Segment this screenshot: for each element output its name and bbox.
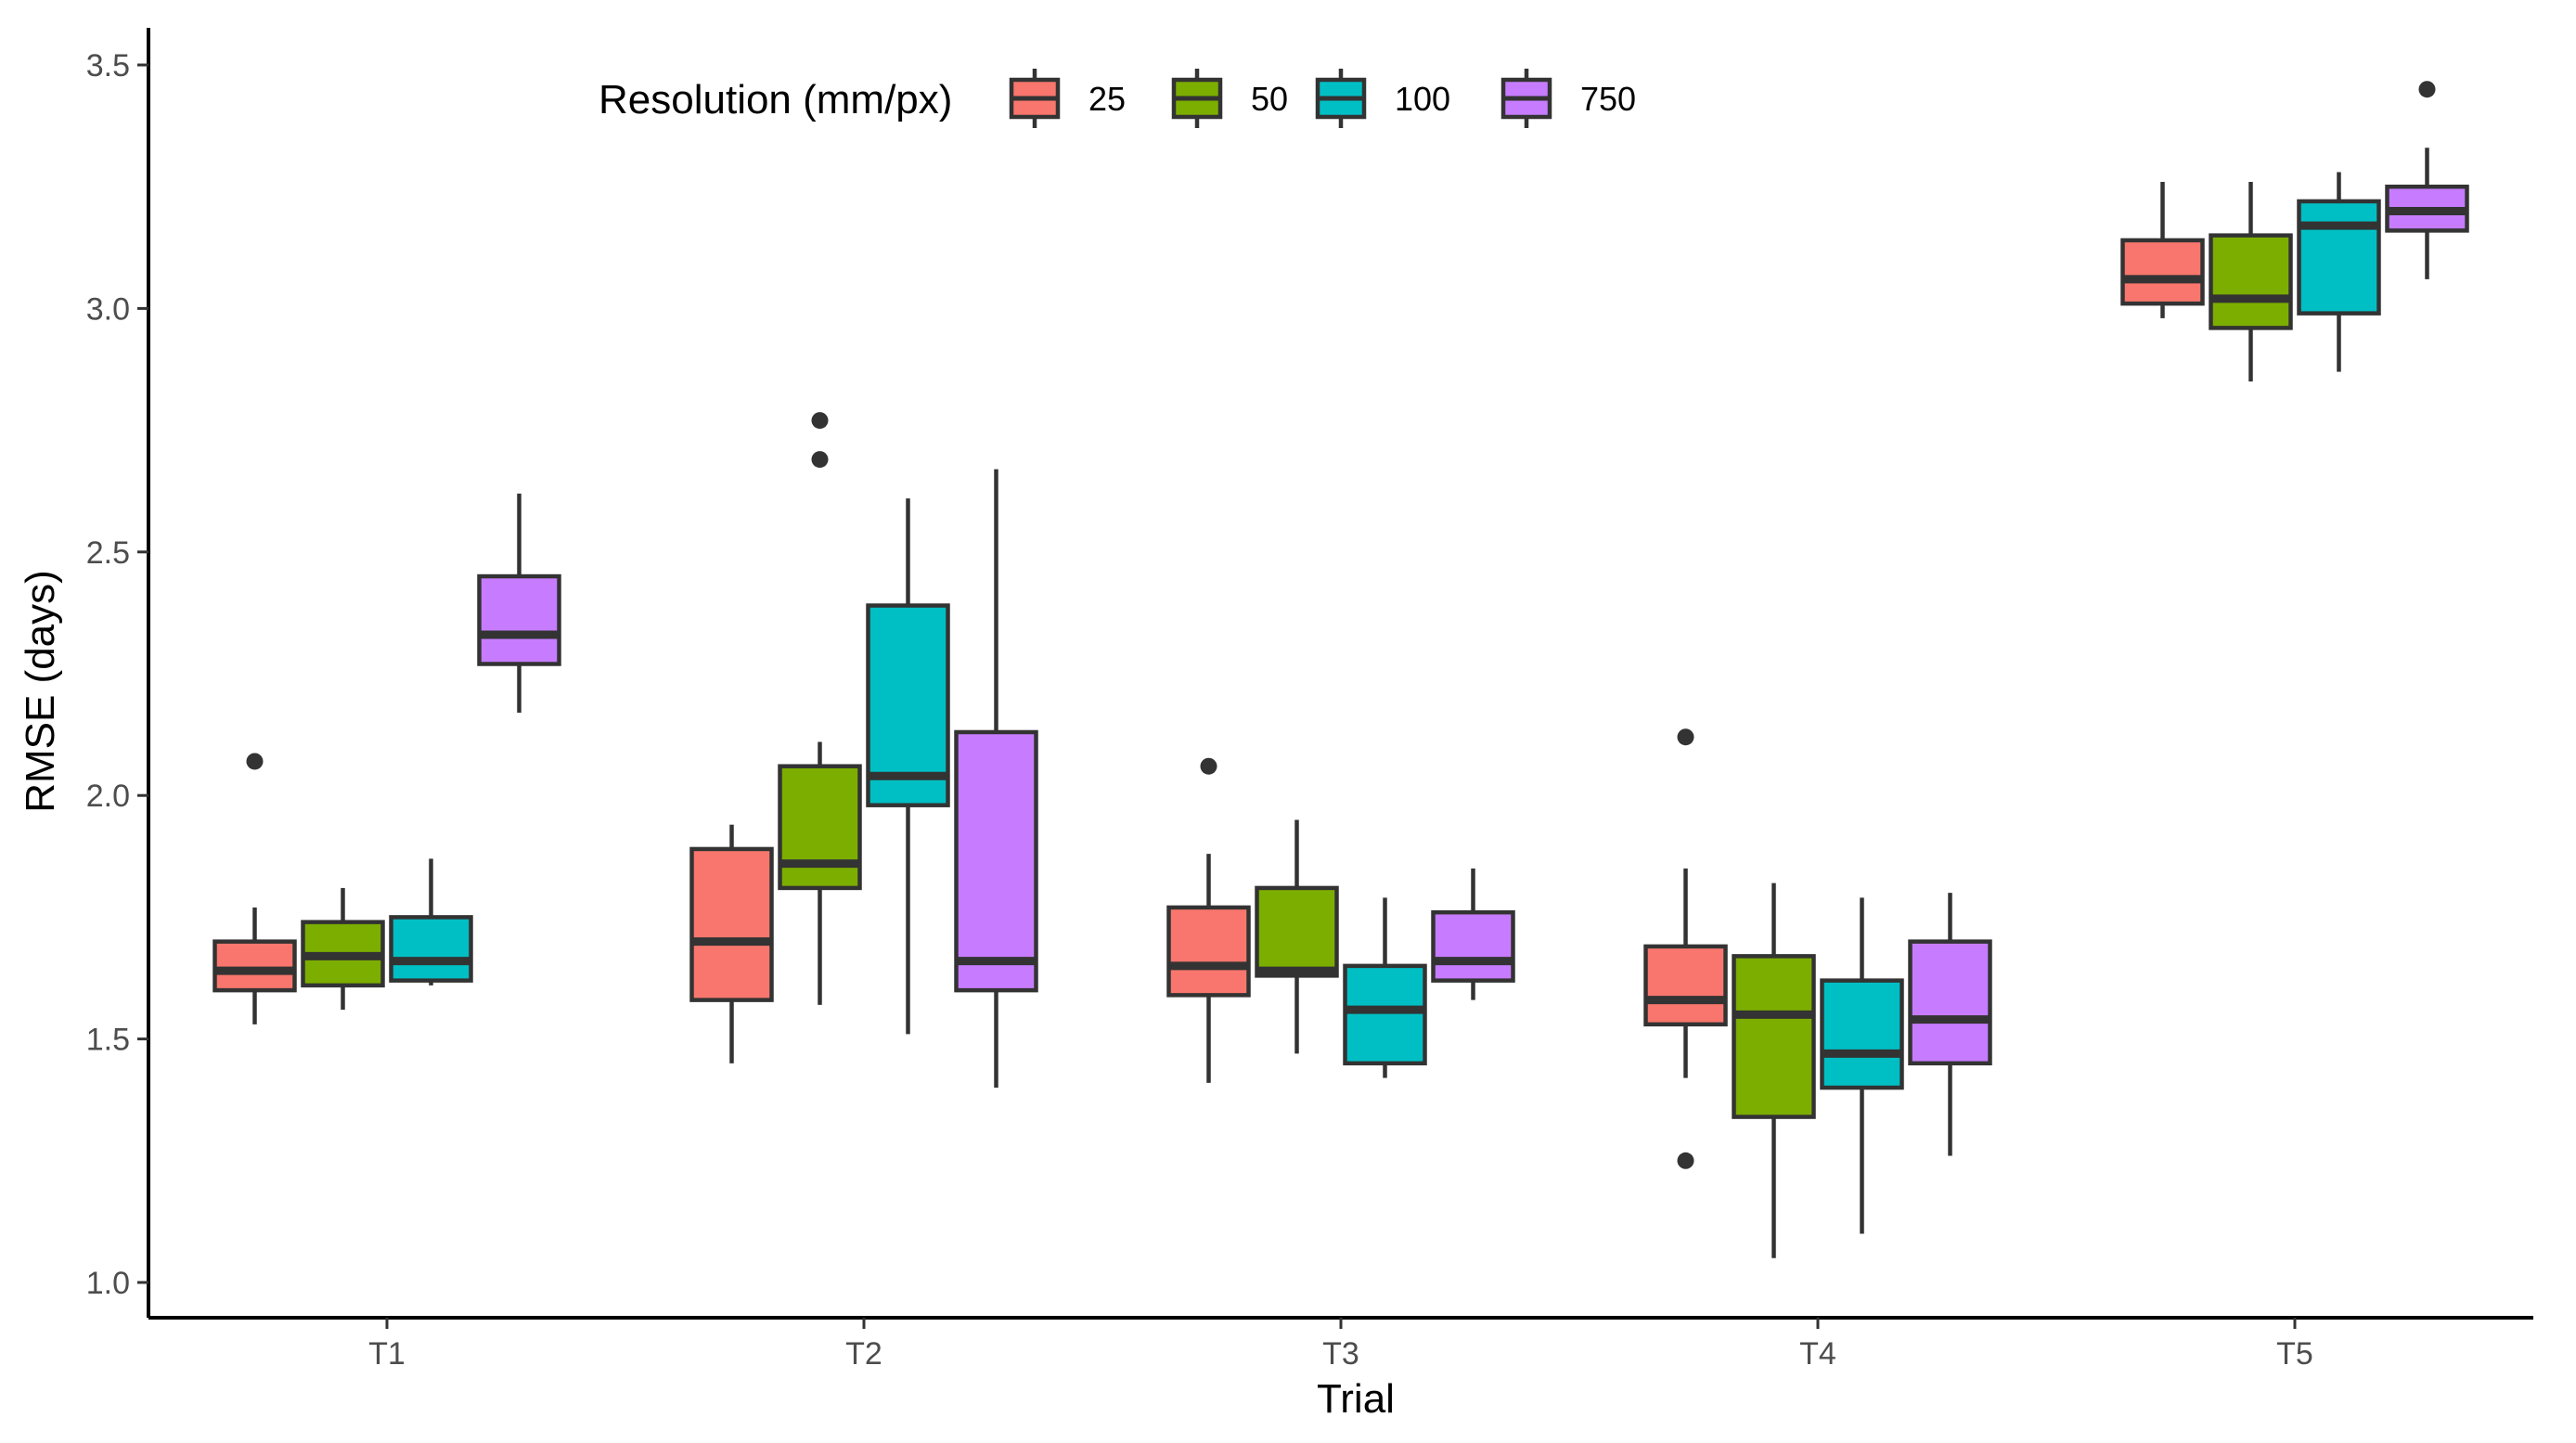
outlier-point — [811, 412, 829, 430]
box-group-t5-50 — [2209, 181, 2293, 382]
box — [1166, 905, 1251, 998]
x-tick-label-t2: T2 — [845, 1336, 882, 1372]
y-tick-label: 2.0 — [86, 779, 130, 814]
box — [2209, 233, 2293, 330]
box-group-t2-25 — [689, 824, 774, 1063]
legend-item-50: 50 — [1171, 69, 1288, 128]
box-group-t5-750 — [2385, 81, 2469, 279]
y-axis-title: RMSE (days) — [18, 570, 63, 813]
legend-item-750: 750 — [1501, 69, 1636, 128]
legend-label-25: 25 — [1088, 80, 1126, 118]
axes-layer: 1.0 1.5 2.0 2.5 3.0 3.5 T1 T2 T3 T4 T5 — [86, 28, 2533, 1372]
legend-label-50: 50 — [1251, 80, 1288, 118]
box-group-t1-25 — [213, 753, 297, 1024]
box — [213, 939, 297, 993]
box-group-t1-750 — [477, 493, 561, 713]
box-group-t1-100 — [389, 858, 473, 986]
outlier-point — [1677, 1152, 1694, 1169]
box — [1643, 944, 1728, 1027]
y-tick-label: 3.5 — [86, 48, 130, 84]
y-tick-label: 3.0 — [86, 291, 130, 327]
box-group-t4-100 — [1820, 897, 1904, 1234]
outlier-point — [1677, 728, 1694, 746]
y-tick-label: 1.5 — [86, 1023, 130, 1058]
box — [1732, 954, 1816, 1119]
box — [1908, 939, 1992, 1066]
box-group-t2-50 — [778, 412, 862, 1005]
box-group-t3-100 — [1343, 897, 1427, 1078]
x-axis-title: Trial — [1317, 1376, 1395, 1422]
box-group-t4-50 — [1732, 883, 1816, 1258]
x-tick-label-t3: T3 — [1322, 1336, 1359, 1372]
box — [1343, 963, 1427, 1066]
legend: Resolution (mm/px) 25 50 100 750 — [599, 69, 1636, 128]
box — [2297, 199, 2381, 316]
outlier-point — [1200, 757, 1217, 775]
outlier-point — [246, 753, 264, 770]
box-group-t5-100 — [2297, 172, 2381, 372]
legend-label-750: 750 — [1580, 80, 1636, 118]
box-group-t4-25 — [1643, 728, 1728, 1169]
box — [389, 915, 473, 983]
plot-layer — [213, 81, 2469, 1258]
y-tick-label: 2.5 — [86, 535, 130, 571]
box — [689, 846, 774, 1002]
box-group-t1-50 — [301, 887, 385, 1011]
box-group-t3-25 — [1166, 757, 1251, 1083]
box-group-t3-750 — [1431, 868, 1515, 1000]
x-tick-label-t4: T4 — [1799, 1336, 1836, 1372]
box — [477, 573, 561, 666]
outlier-point — [811, 451, 829, 469]
outlier-point — [2418, 81, 2436, 98]
box — [1820, 978, 1904, 1090]
x-tick-label-t1: T1 — [368, 1336, 406, 1372]
box-group-t2-750 — [954, 469, 1038, 1089]
box — [2120, 238, 2205, 306]
box-group-t2-100 — [866, 498, 950, 1035]
box — [778, 764, 862, 891]
box-group-t3-50 — [1255, 819, 1339, 1054]
box — [1431, 909, 1515, 983]
legend-label-100: 100 — [1395, 80, 1450, 118]
box-group-t5-25 — [2120, 181, 2205, 318]
legend-item-100: 100 — [1315, 69, 1450, 128]
box — [1255, 885, 1339, 978]
legend-item-25: 25 — [1009, 69, 1126, 128]
y-tick-label: 1.0 — [86, 1266, 130, 1301]
box — [954, 729, 1038, 993]
legend-title: Resolution (mm/px) — [599, 77, 952, 122]
box-group-t4-750 — [1908, 893, 1992, 1156]
x-tick-label-t5: T5 — [2276, 1336, 2313, 1372]
